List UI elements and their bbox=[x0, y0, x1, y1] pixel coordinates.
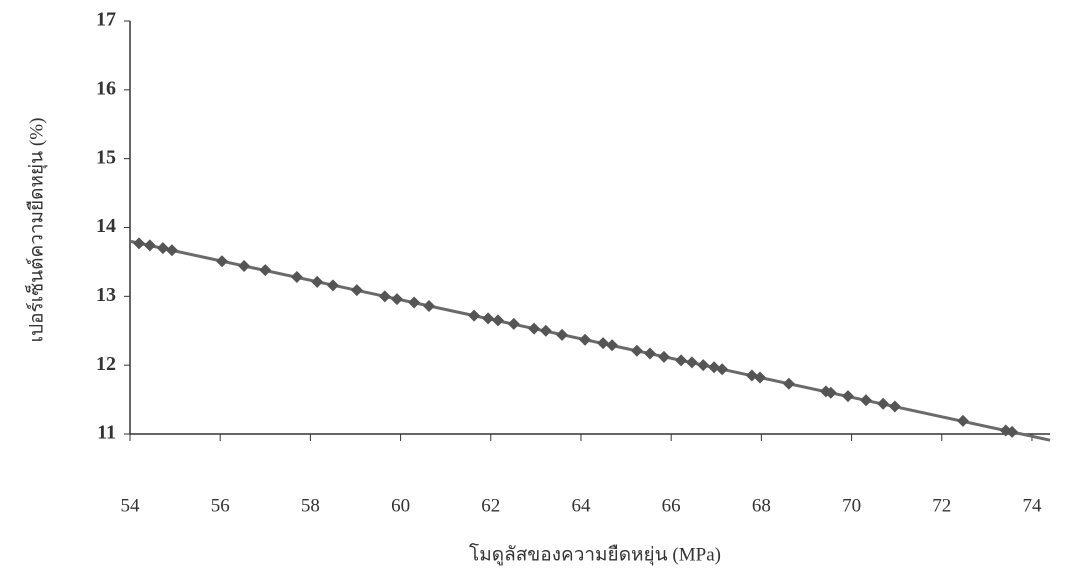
x-tick-label: 60 bbox=[391, 495, 410, 516]
data-point bbox=[423, 300, 435, 312]
data-point bbox=[877, 398, 889, 410]
data-point bbox=[860, 394, 872, 406]
x-tick-label: 70 bbox=[842, 495, 861, 516]
data-point bbox=[606, 339, 618, 351]
data-point bbox=[166, 244, 178, 256]
data-point bbox=[842, 390, 854, 402]
y-tick-label: 11 bbox=[97, 422, 116, 444]
x-tick-label: 74 bbox=[1022, 495, 1042, 516]
data-point bbox=[686, 356, 698, 368]
data-point bbox=[468, 310, 480, 322]
data-point bbox=[216, 255, 228, 267]
data-point bbox=[144, 239, 156, 251]
data-point bbox=[957, 415, 969, 427]
data-point bbox=[157, 242, 169, 254]
data-point bbox=[408, 297, 420, 309]
data-point bbox=[556, 329, 568, 341]
data-point bbox=[391, 293, 403, 305]
data-point bbox=[508, 318, 520, 330]
data-point bbox=[291, 271, 303, 283]
data-point bbox=[133, 237, 145, 249]
data-point bbox=[259, 264, 271, 276]
chart: โมดูลัสของความยืดหยุ่น (MPa) เปอร์เซ็นต์… bbox=[0, 0, 1066, 577]
data-point bbox=[379, 290, 391, 302]
x-tick-label: 58 bbox=[301, 495, 320, 516]
x-tick-label: 68 bbox=[752, 495, 771, 516]
data-point bbox=[528, 323, 540, 335]
y-tick-label: 13 bbox=[96, 284, 116, 306]
data-point bbox=[492, 314, 504, 326]
data-point bbox=[540, 325, 552, 337]
data-point bbox=[311, 276, 323, 288]
data-point bbox=[579, 334, 591, 346]
data-point bbox=[351, 284, 363, 296]
y-axis-label: เปอร์เซ็นต์ความยืดหยุ่น (%) bbox=[23, 118, 48, 343]
x-tick-label: 54 bbox=[121, 495, 141, 516]
x-tick-label: 62 bbox=[481, 495, 500, 516]
y-tick-label: 16 bbox=[96, 77, 116, 99]
x-tick-label: 72 bbox=[932, 495, 951, 516]
data-point bbox=[238, 260, 250, 272]
y-tick-label: 12 bbox=[96, 353, 116, 375]
data-point bbox=[754, 372, 766, 384]
data-point bbox=[697, 359, 709, 371]
data-point bbox=[482, 312, 494, 324]
data-point bbox=[631, 345, 643, 357]
x-tick-label: 56 bbox=[211, 495, 230, 516]
x-axis-label: โมดูลัสของความยืดหยุ่น (MPa) bbox=[469, 542, 721, 566]
data-point bbox=[889, 400, 901, 412]
data-point bbox=[597, 337, 609, 349]
x-tick-label: 66 bbox=[662, 495, 681, 516]
data-point bbox=[716, 363, 728, 375]
data-point bbox=[644, 347, 656, 359]
y-tick-label: 15 bbox=[96, 146, 116, 168]
data-point bbox=[675, 354, 687, 366]
data-point bbox=[327, 279, 339, 291]
data-point bbox=[658, 351, 670, 363]
y-tick-label: 14 bbox=[96, 215, 116, 237]
x-tick-label: 64 bbox=[571, 495, 591, 516]
y-tick-label: 17 bbox=[96, 9, 116, 31]
data-point bbox=[783, 378, 795, 390]
